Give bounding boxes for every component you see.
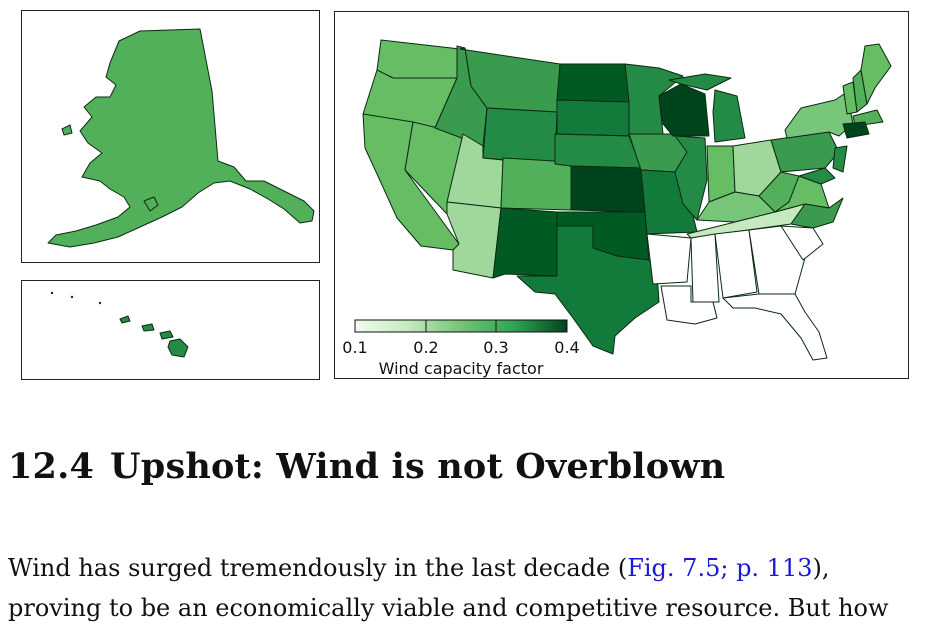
alaska-map-svg: [47, 28, 315, 248]
colorbar-tick: 0.4: [554, 338, 579, 357]
state-hawaii-kauai: [119, 315, 131, 324]
state-minnesota: [624, 63, 684, 135]
hawaii-islet-dot: [98, 301, 102, 305]
state-mississippi: [690, 233, 720, 303]
hawaii-inset-map: [21, 280, 320, 380]
state-florida: [722, 293, 828, 361]
colorbar-tick: 0.1: [342, 338, 367, 357]
state-michigan-upper: [668, 73, 732, 91]
colorbar-tick: 0.3: [483, 338, 508, 357]
body-paragraph: Wind has surged tremendously in the last…: [8, 548, 933, 628]
section-heading: 12.4 Upshot: Wind is not Overblown: [8, 446, 725, 487]
state-colorado: [500, 157, 572, 211]
paragraph-line-1: Wind has surged tremendously in the last…: [8, 548, 933, 588]
state-louisiana: [660, 285, 718, 325]
state-alaska: [47, 28, 315, 248]
state-north-dakota: [556, 63, 630, 103]
state-washington: [376, 39, 461, 79]
colorbar-label: Wind capacity factor: [379, 359, 544, 378]
state-texas: [516, 225, 660, 355]
page-reference-link[interactable]: p. 113: [736, 554, 813, 582]
state-alaska-island-1: [143, 196, 159, 212]
state-polygons: [362, 39, 892, 361]
paragraph-line-2: proving to be an economically viable and…: [8, 594, 889, 622]
state-connecticut: [842, 121, 870, 139]
state-alaska-island-2: [61, 124, 73, 136]
state-illinois: [674, 135, 708, 221]
state-new-york: [784, 91, 854, 139]
state-hawaii-big-island: [167, 338, 189, 358]
hawaii-islet-dot: [70, 295, 74, 299]
state-georgia: [748, 225, 806, 295]
state-maryland: [798, 167, 836, 185]
state-nebraska: [554, 133, 642, 169]
state-hawaii-oahu: [141, 323, 155, 332]
state-maine: [860, 43, 892, 105]
state-hawaii-maui: [159, 330, 174, 340]
state-south-carolina: [780, 225, 824, 261]
state-arkansas: [646, 233, 692, 285]
paragraph-text: Wind has surged tremendously in the last…: [8, 554, 628, 582]
section-number: 12.4: [8, 446, 95, 487]
state-wisconsin: [658, 83, 710, 137]
us-map-svg: 0.1 0.2 0.3 0.4 Wind capacity factor: [342, 39, 892, 378]
contiguous-us-map: 0.1 0.2 0.3 0.4 Wind capacity factor: [334, 11, 909, 379]
colorbar-gradient: [354, 319, 568, 333]
colorbar: 0.1 0.2 0.3 0.4 Wind capacity factor: [342, 319, 580, 378]
colorbar-tick: 0.2: [413, 338, 438, 357]
state-kansas: [570, 165, 646, 213]
state-alabama: [714, 229, 758, 299]
alaska-inset-map: [21, 10, 320, 263]
paragraph-text: ),: [812, 554, 830, 582]
state-new-mexico: [492, 207, 558, 279]
hawaii-islet-dot: [50, 291, 54, 295]
state-south-dakota: [556, 99, 630, 137]
state-new-jersey: [832, 145, 848, 173]
state-wyoming: [482, 107, 558, 165]
section-title: Upshot: Wind is not Overblown: [110, 446, 726, 487]
hawaii-map-svg: [50, 291, 189, 358]
figure-reference-link[interactable]: Fig. 7.5;: [627, 554, 729, 582]
state-michigan: [712, 89, 746, 143]
state-pennsylvania: [770, 131, 840, 173]
